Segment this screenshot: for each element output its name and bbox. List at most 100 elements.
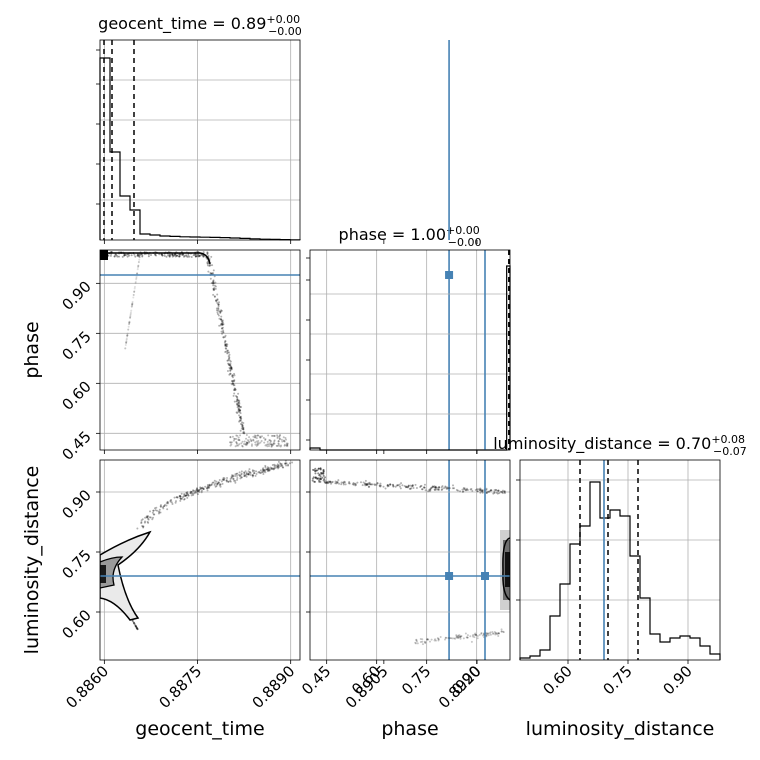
y-tick-label: 0.60 — [58, 606, 94, 642]
sample-point — [273, 439, 276, 442]
sample-point — [161, 254, 164, 257]
sample-point — [207, 485, 210, 488]
sample-point — [286, 442, 289, 445]
sample-point — [230, 366, 233, 369]
sample-point — [352, 482, 355, 485]
sample-point — [501, 490, 504, 493]
sample-point — [113, 255, 116, 258]
sample-point — [264, 468, 267, 471]
sample-point — [489, 633, 492, 636]
sample-point — [136, 254, 139, 257]
sample-point — [204, 485, 207, 488]
sample-point — [487, 490, 490, 493]
sample-point — [224, 344, 227, 347]
sample-point — [127, 253, 130, 256]
sample-point — [224, 343, 227, 346]
sample-point — [233, 387, 236, 390]
sample-point — [233, 389, 236, 392]
sample-point — [262, 437, 265, 440]
sample-point — [220, 322, 223, 325]
sample-point — [382, 485, 385, 488]
sample-point — [430, 486, 433, 489]
sample-point — [214, 482, 217, 485]
sample-point — [185, 494, 188, 497]
sample-point — [279, 434, 282, 437]
sample-point — [109, 254, 112, 257]
sample-point — [188, 255, 191, 258]
sample-point — [424, 641, 427, 644]
sample-point — [319, 477, 322, 480]
sample-point — [459, 637, 462, 640]
sample-point — [181, 497, 184, 500]
sample-point — [183, 254, 186, 257]
sample-point — [218, 317, 221, 320]
sample-point — [132, 296, 135, 299]
sample-point — [198, 490, 201, 493]
sample-point — [149, 516, 152, 519]
sample-point — [134, 281, 137, 284]
sample-point — [137, 255, 140, 258]
sample-point — [270, 468, 273, 471]
sample-point — [126, 334, 129, 337]
sample-point — [423, 486, 426, 489]
sample-point — [241, 444, 244, 447]
sample-point — [317, 472, 320, 475]
sample-point — [347, 482, 350, 485]
sample-point — [283, 440, 286, 443]
sample-point — [232, 384, 235, 387]
sample-point — [277, 464, 280, 467]
sample-point — [252, 435, 255, 438]
sample-point — [387, 484, 390, 487]
sample-point — [154, 509, 157, 512]
sample-point — [240, 472, 243, 475]
sample-point — [155, 506, 158, 509]
sample-point — [114, 253, 117, 256]
sample-point — [487, 634, 490, 637]
sample-point — [126, 332, 129, 335]
sample-point — [262, 468, 265, 471]
sample-point — [125, 341, 128, 344]
sample-point — [251, 475, 254, 478]
sample-point — [239, 419, 242, 422]
density-core — [100, 250, 108, 260]
sample-point — [491, 632, 494, 635]
sample-point — [276, 435, 279, 438]
sample-point — [200, 253, 203, 256]
sample-point — [340, 481, 343, 484]
sample-point — [495, 489, 498, 492]
sample-point — [461, 488, 464, 491]
x-axis-label-geocent-time: geocent_time — [135, 718, 264, 740]
sample-point — [131, 303, 134, 306]
sample-point — [136, 627, 139, 630]
sample-point — [255, 437, 258, 440]
sample-point — [215, 307, 218, 310]
sample-point — [172, 254, 175, 257]
sample-point — [233, 380, 236, 383]
sample-point — [191, 492, 194, 495]
sample-point — [323, 478, 326, 481]
sample-point — [392, 485, 395, 488]
sample-point — [278, 434, 281, 437]
sample-point — [182, 255, 185, 258]
sample-point — [251, 469, 254, 472]
sample-point — [219, 310, 222, 313]
sample-point — [217, 305, 220, 308]
sample-point — [222, 331, 225, 334]
sample-point — [323, 480, 326, 483]
sample-point — [494, 488, 497, 491]
sample-point — [136, 254, 139, 257]
sample-point — [239, 412, 242, 415]
sample-point — [234, 388, 237, 391]
sample-point — [502, 631, 505, 634]
sample-point — [171, 253, 174, 256]
sample-point — [477, 488, 480, 491]
sample-point — [163, 505, 166, 508]
sample-point — [159, 505, 162, 508]
sample-point — [217, 307, 220, 310]
sample-point — [255, 440, 258, 443]
sample-point — [192, 489, 195, 492]
sample-point — [239, 416, 242, 419]
sample-point — [407, 484, 410, 487]
sample-point — [319, 467, 322, 470]
sample-point — [325, 481, 328, 484]
